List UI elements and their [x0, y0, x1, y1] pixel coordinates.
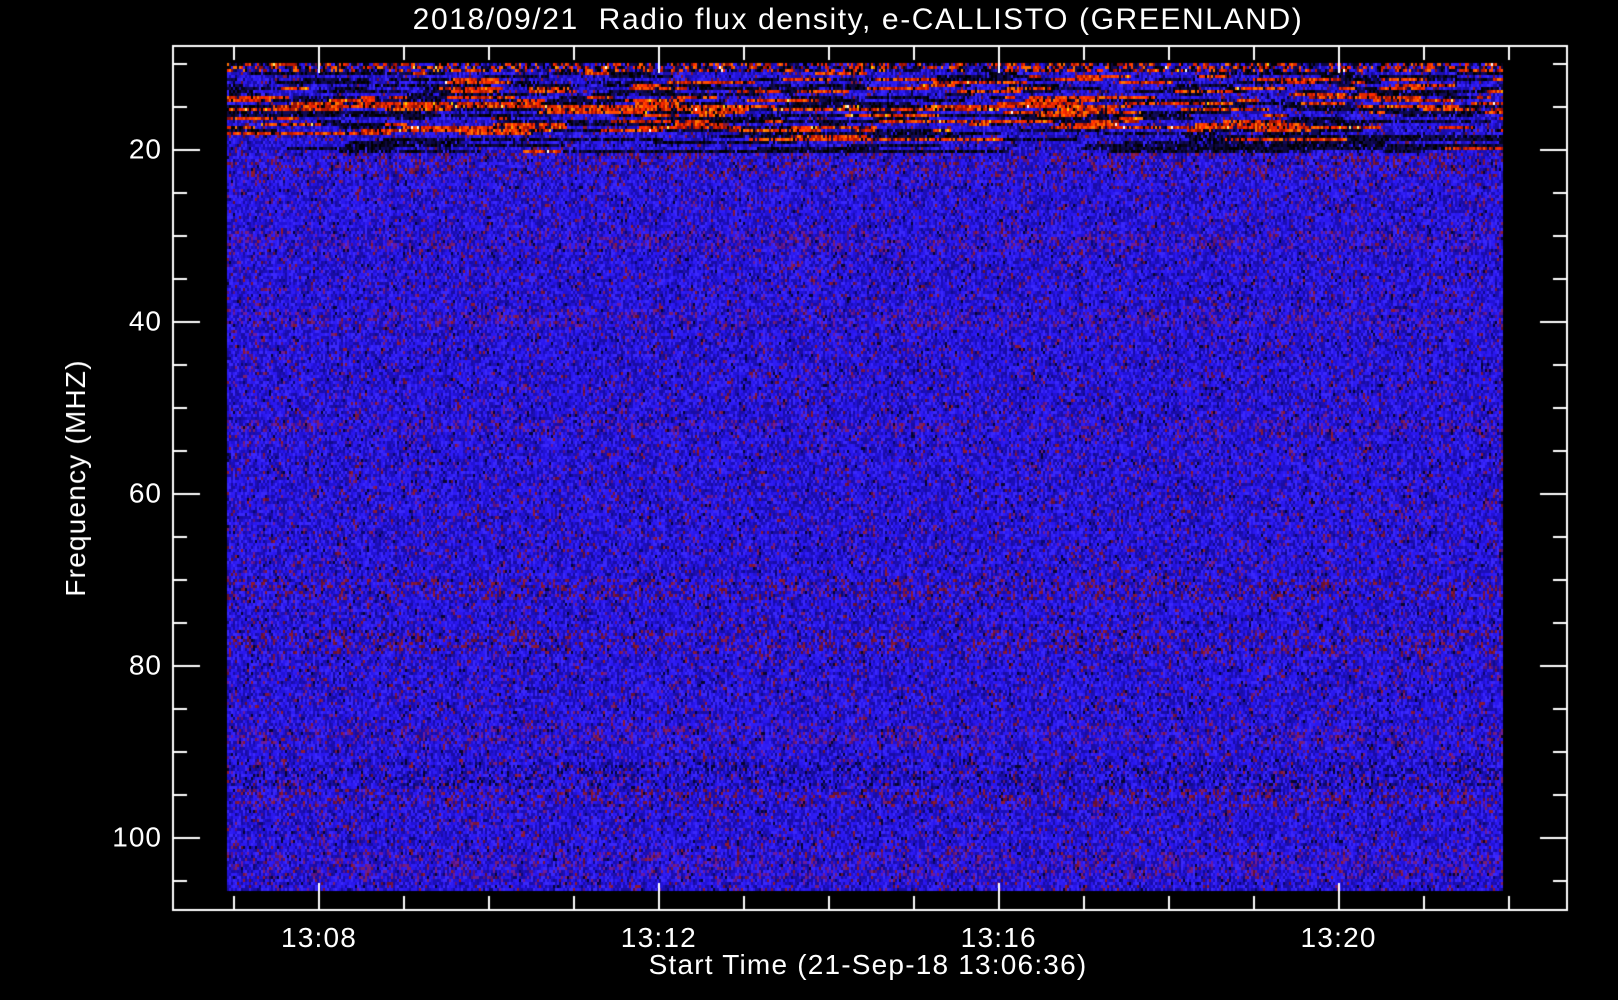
- y-tick-label: 40: [128, 305, 162, 337]
- y-tick-label: 20: [128, 133, 162, 165]
- chart-title: 2018/09/21 Radio flux density, e-CALLIST…: [412, 3, 1304, 36]
- x-axis-label: Start Time (21-Sep-18 13:06:36): [648, 949, 1088, 980]
- x-tick-label: 13:08: [280, 922, 358, 953]
- x-tick-label: 13:16: [960, 922, 1037, 953]
- y-tick-label: 80: [128, 649, 162, 681]
- x-tick-label: 13:20: [1300, 922, 1377, 953]
- y-tick-label: 100: [112, 821, 162, 853]
- y-tick-label: 60: [128, 477, 162, 509]
- x-tick-label: 13:12: [620, 922, 697, 953]
